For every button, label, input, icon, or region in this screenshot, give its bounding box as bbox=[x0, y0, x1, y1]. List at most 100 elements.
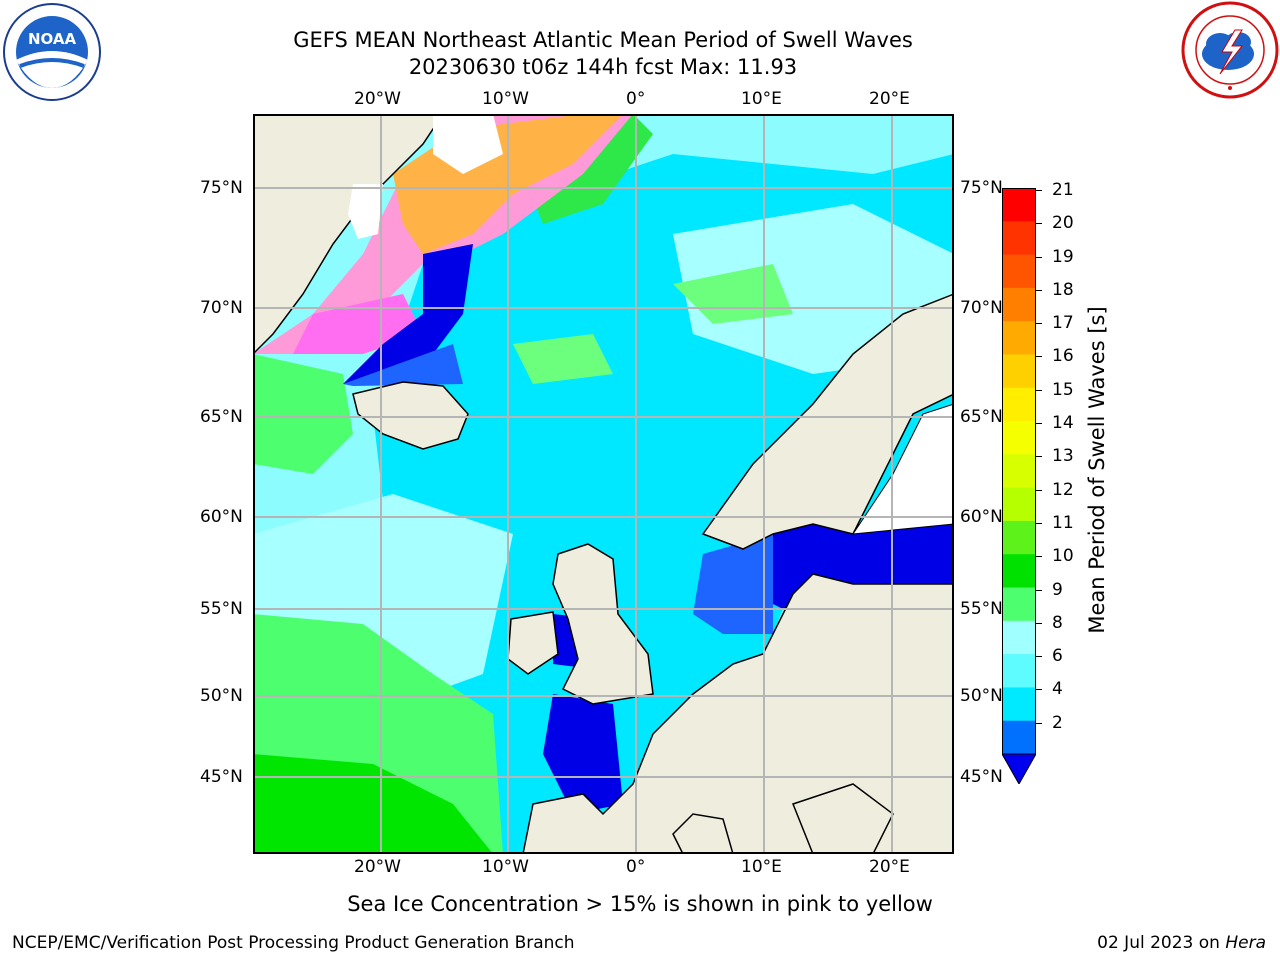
great-britain-land bbox=[552, 543, 654, 705]
map-frame bbox=[253, 114, 954, 854]
lat-label-right-70n: 70°N bbox=[960, 298, 1003, 318]
footer-credit: NCEP/EMC/Verification Post Processing Pr… bbox=[12, 933, 575, 953]
balearic-land bbox=[672, 813, 734, 854]
lat-label-left-75n: 75°N bbox=[200, 178, 243, 198]
colorbar-segment bbox=[1002, 221, 1036, 256]
colorbar-segment bbox=[1002, 620, 1036, 655]
colorbar-segment bbox=[1002, 454, 1036, 489]
colorbar-tick-label: 4 bbox=[1052, 679, 1063, 700]
colorbar-segment bbox=[1002, 487, 1036, 522]
lon-label-bottom-10w: 10°W bbox=[482, 857, 529, 877]
lat-label-right-75n: 75°N bbox=[960, 178, 1003, 198]
colorbar-tick-mark bbox=[1036, 656, 1042, 658]
nws-logo bbox=[1180, 0, 1280, 100]
baltic-ice-free-region bbox=[851, 403, 954, 535]
lat-label-left-60n: 60°N bbox=[200, 507, 243, 527]
colorbar-tick-label: 18 bbox=[1052, 279, 1074, 300]
lon-label-top-10w: 10°W bbox=[482, 89, 529, 109]
lat-label-left-45n: 45°N bbox=[200, 767, 243, 787]
lat-label-right-65n: 65°N bbox=[960, 407, 1003, 427]
chart-title: GEFS MEAN Northeast Atlantic Mean Period… bbox=[293, 28, 913, 52]
chart-subtitle: 20230630 t06z 144h fcst Max: 11.93 bbox=[408, 55, 798, 79]
colorbar-tick-mark bbox=[1036, 389, 1042, 391]
colorbar-tick-label: 2 bbox=[1052, 712, 1063, 733]
green-west-region bbox=[253, 354, 353, 474]
colorbar-tick-mark bbox=[1036, 223, 1042, 225]
colorbar-segment bbox=[1002, 720, 1036, 755]
colorbar-tick-mark bbox=[1036, 423, 1042, 425]
colorbar-tick-label: 20 bbox=[1052, 213, 1074, 234]
colorbar-segment bbox=[1002, 321, 1036, 355]
colorbar-label-text: Mean Period of Swell Waves [s] bbox=[1085, 306, 1109, 634]
colorbar-frame bbox=[1002, 188, 1036, 754]
colorbar-tick-label: 21 bbox=[1052, 180, 1074, 200]
colorbar bbox=[1001, 188, 1037, 786]
colorbar-segment bbox=[1002, 687, 1036, 722]
deep-blue-biscay bbox=[543, 694, 623, 814]
colorbar-segment bbox=[1002, 188, 1036, 222]
colorbar-tick-label: 12 bbox=[1052, 479, 1074, 500]
deep-blue-greenland bbox=[343, 244, 473, 384]
colorbar-tick-label: 17 bbox=[1052, 313, 1074, 334]
lon-label-top-0: 0° bbox=[626, 89, 646, 109]
ice-white-patch-2 bbox=[348, 184, 383, 239]
lat-label-right-50n: 50°N bbox=[960, 686, 1003, 706]
map-panel bbox=[253, 114, 954, 854]
lon-label-top-20w: 20°W bbox=[354, 89, 401, 109]
colorbar-tick-mark bbox=[1036, 589, 1042, 591]
lat-label-left-55n: 55°N bbox=[200, 599, 243, 619]
lat-label-right-45n: 45°N bbox=[960, 767, 1003, 787]
colorbar-tick-label: 19 bbox=[1052, 246, 1074, 267]
colorbar-tick-mark bbox=[1036, 489, 1042, 491]
colorbar-tick-mark bbox=[1036, 689, 1042, 691]
noaa-logo-icon: NOAA bbox=[3, 3, 101, 101]
colorbar-segment bbox=[1002, 520, 1036, 555]
colorbar-segment bbox=[1002, 387, 1036, 422]
ice-white-patch bbox=[433, 114, 503, 174]
lon-label-bottom-10e: 10°E bbox=[741, 857, 782, 877]
sea-ice-note: Sea Ice Concentration > 15% is shown in … bbox=[347, 892, 933, 916]
footer-date-text: 02 Jul 2023 on bbox=[1097, 933, 1226, 953]
colorbar-tick-label: 10 bbox=[1052, 546, 1074, 567]
lon-label-top-20e: 20°E bbox=[869, 89, 910, 109]
map-canvas bbox=[253, 114, 954, 854]
graticule bbox=[253, 114, 954, 854]
lat-label-left-65n: 65°N bbox=[200, 407, 243, 427]
colorbar-ticks: 21 20 19 18 17 16 15 14 13 12 11 10 9 8 6 4 2 bbox=[1036, 180, 1092, 770]
colorbar-tick-mark bbox=[1036, 323, 1042, 325]
footer-host: Hera bbox=[1225, 933, 1266, 953]
colorbar-segment bbox=[1002, 654, 1036, 688]
colorbar-segment bbox=[1002, 554, 1036, 589]
colorbar-tick-mark bbox=[1036, 356, 1042, 358]
colorbar-tick-label: 6 bbox=[1052, 646, 1063, 667]
lat-label-right-55n: 55°N bbox=[960, 599, 1003, 619]
green-mid-patch bbox=[513, 334, 613, 384]
colorbar-tick-label: 13 bbox=[1052, 446, 1074, 467]
italy-land bbox=[792, 783, 894, 854]
colorbar-tick-label: 8 bbox=[1052, 612, 1063, 633]
colorbar-tick-mark bbox=[1036, 622, 1042, 624]
colorbar-tick-label: 16 bbox=[1052, 346, 1074, 367]
lat-label-left-50n: 50°N bbox=[200, 686, 243, 706]
nws-logo-icon bbox=[1181, 1, 1279, 99]
blue-iceland bbox=[343, 344, 463, 386]
colorbar-tick-mark bbox=[1036, 456, 1042, 458]
lon-label-top-10e: 10°E bbox=[741, 89, 782, 109]
green-deep-region bbox=[253, 754, 493, 854]
colorbar-segment bbox=[1002, 421, 1036, 455]
colorbar-segment bbox=[1002, 254, 1036, 289]
colorbar-underflow-arrow bbox=[1001, 753, 1037, 786]
colorbar-tick-label: 14 bbox=[1052, 413, 1074, 434]
noaa-logo-text: NOAA bbox=[28, 30, 77, 48]
colorbar-tick-mark bbox=[1036, 289, 1042, 291]
colorbar-tick-label: 11 bbox=[1052, 512, 1074, 533]
lon-label-bottom-20w: 20°W bbox=[354, 857, 401, 877]
colorbar-tick-mark bbox=[1036, 256, 1042, 258]
lat-label-right-60n: 60°N bbox=[960, 507, 1003, 527]
colorbar-segment bbox=[1002, 587, 1036, 622]
colorbar-graphic bbox=[1001, 188, 1037, 786]
colorbar-tick-label: 9 bbox=[1052, 579, 1063, 600]
colorbar-tick-mark bbox=[1036, 722, 1042, 724]
colorbar-tick-mark bbox=[1036, 556, 1042, 558]
lon-label-bottom-0: 0° bbox=[626, 857, 646, 877]
